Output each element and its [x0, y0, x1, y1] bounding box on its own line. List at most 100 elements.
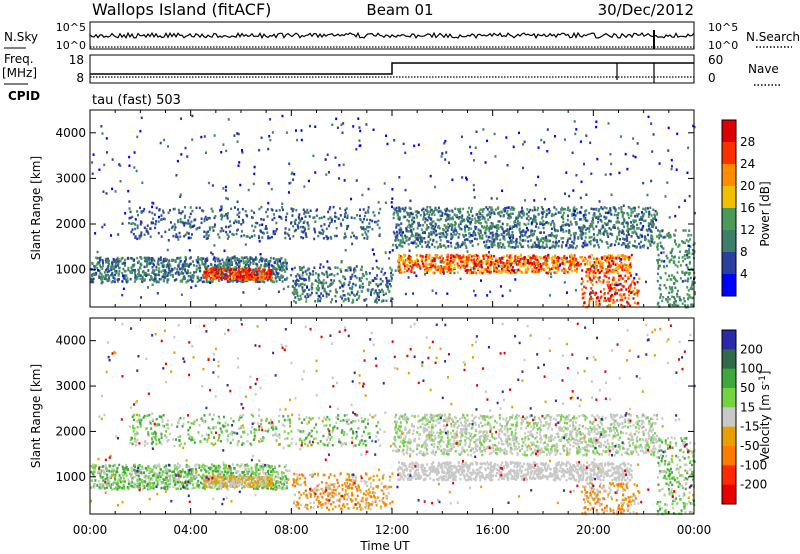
range-cell [618, 231, 621, 234]
range-cell [411, 216, 414, 220]
range-cell [691, 303, 694, 306]
range-cell [546, 266, 549, 270]
range-cell [367, 206, 370, 209]
range-cell [424, 268, 427, 272]
range-cell [128, 207, 131, 210]
range-cell [235, 268, 238, 271]
range-cell [229, 224, 232, 228]
range-cell [169, 209, 172, 212]
range-cell [366, 225, 369, 229]
range-cell [446, 256, 449, 259]
range-cell [432, 264, 435, 267]
range-cell [518, 229, 521, 232]
range-cell [499, 259, 502, 262]
range-cell [599, 218, 602, 222]
range-cell [384, 271, 387, 275]
range-cell [535, 243, 538, 247]
range-cell [365, 123, 368, 126]
range-cell [189, 256, 192, 259]
range-cell [211, 280, 214, 284]
range-cell [227, 118, 230, 121]
range-cell [191, 260, 194, 263]
range-cell [373, 214, 376, 217]
range-cell [543, 246, 546, 250]
range-cell [622, 211, 625, 215]
range-cell [300, 129, 303, 132]
range-cell [651, 150, 654, 153]
range-cell [523, 213, 526, 216]
range-cell [582, 241, 585, 245]
range-cell [160, 235, 163, 238]
range-cell [397, 223, 400, 226]
range-cell [605, 230, 608, 234]
range-cell [454, 222, 457, 225]
range-cell [431, 224, 434, 228]
range-cell [95, 271, 98, 275]
range-cell [185, 271, 188, 275]
range-cell [455, 233, 458, 236]
range-cell [685, 263, 688, 267]
range-cell [565, 258, 568, 261]
range-cell [531, 229, 534, 233]
range-cell [474, 221, 477, 225]
range-cell [290, 222, 293, 225]
range-cell [451, 178, 454, 182]
range-cell [563, 271, 566, 275]
range-cell [556, 241, 559, 245]
range-cell [181, 267, 184, 271]
range-cell [399, 254, 402, 258]
range-cell [512, 225, 515, 228]
range-cell [621, 284, 624, 288]
range-cell [415, 274, 418, 278]
range-cell [508, 262, 511, 265]
range-cell [279, 267, 282, 270]
range-cell [591, 253, 594, 257]
range-cell [318, 216, 321, 220]
range-cell [300, 217, 303, 220]
range-cell [621, 268, 624, 272]
range-cell [265, 264, 268, 268]
range-cell [466, 268, 469, 272]
range-cell [672, 261, 675, 265]
range-cell [372, 279, 375, 282]
range-cell [110, 265, 113, 269]
range-cell [469, 266, 472, 270]
range-cell [362, 208, 365, 211]
range-cell [478, 233, 481, 236]
range-cell [246, 274, 249, 277]
range-cell [267, 260, 270, 263]
range-cell [551, 264, 554, 267]
range-cell [572, 232, 575, 235]
range-cell [325, 281, 328, 285]
range-cell [538, 231, 541, 234]
range-cell [133, 280, 136, 283]
range-cell [511, 225, 514, 228]
range-cell [102, 264, 105, 268]
range-cell [161, 264, 164, 268]
range-cell [209, 228, 212, 231]
range-cell [117, 257, 120, 261]
range-cell [316, 280, 319, 284]
range-cell [258, 239, 261, 243]
range-cell [641, 228, 644, 231]
range-cell [423, 213, 426, 217]
range-cell [440, 217, 443, 221]
range-cell [548, 270, 551, 274]
range-cell [477, 263, 480, 266]
range-cell [314, 300, 317, 303]
range-cell [329, 235, 332, 239]
range-cell [390, 201, 393, 204]
range-cell [295, 283, 298, 287]
range-cell [348, 287, 351, 290]
range-cell [275, 270, 278, 273]
range-cell [645, 210, 648, 214]
range-cell [156, 292, 159, 295]
range-cell [489, 256, 492, 260]
range-cell [313, 237, 316, 241]
range-cell [498, 220, 501, 223]
range-cell [495, 237, 498, 241]
range-cell [461, 176, 464, 179]
range-cell [105, 151, 108, 154]
range-cell [349, 235, 352, 239]
range-cell [182, 277, 185, 281]
